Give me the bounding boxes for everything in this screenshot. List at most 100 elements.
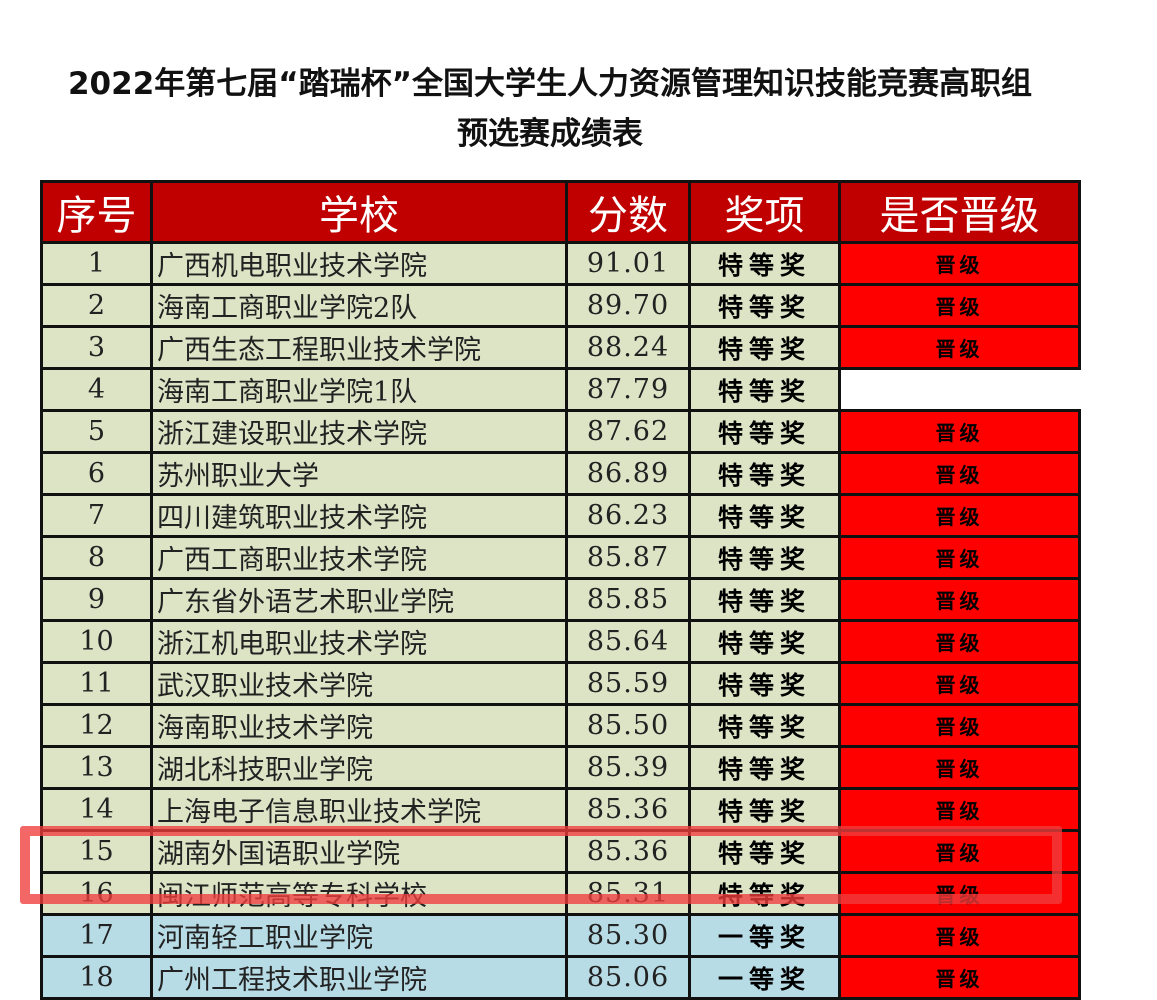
row-number-cell: 8 [40, 535, 153, 580]
score-cell: 86.89 [565, 451, 691, 496]
qualified-status-cell: 晋级 [838, 913, 1081, 958]
score-cell: 85.64 [565, 619, 691, 664]
qualified-status-cell: 晋级 [838, 955, 1081, 1000]
qualified-status-cell: 晋级 [838, 535, 1081, 580]
qualified-status-cell: 晋级 [838, 787, 1081, 832]
qualified-status-cell: 晋级 [838, 871, 1081, 916]
table-row: 6 苏州职业大学 86.89 特等奖 晋级 [40, 451, 1081, 496]
score-cell: 85.36 [565, 787, 691, 832]
score-cell: 87.62 [565, 409, 691, 454]
header-award: 奖项 [688, 180, 841, 244]
qualified-status-cell: 晋级 [838, 619, 1081, 664]
row-number-cell: 18 [40, 955, 153, 1000]
header-score: 分数 [565, 180, 691, 244]
table-row: 9 广东省外语艺术职业学院 85.85 特等奖 晋级 [40, 577, 1081, 622]
school-name-cell: 广州工程技术职业学院 [150, 955, 568, 1000]
table-row: 7 四川建筑职业技术学院 86.23 特等奖 晋级 [40, 493, 1081, 538]
score-cell: 89.70 [565, 283, 691, 328]
qualified-status-cell: 晋级 [838, 703, 1081, 748]
school-name-cell: 河南轻工职业学院 [150, 913, 568, 958]
award-cell: 特等奖 [688, 535, 841, 580]
table-row: 11 武汉职业技术学院 85.59 特等奖 晋级 [40, 661, 1081, 706]
qualified-status-cell: 晋级 [838, 325, 1081, 370]
score-cell: 85.30 [565, 913, 691, 958]
row-number-cell: 7 [40, 493, 153, 538]
qualified-status-cell [838, 368, 1080, 411]
score-cell: 85.50 [565, 703, 691, 748]
school-name-cell: 四川建筑职业技术学院 [150, 493, 568, 538]
award-cell: 特等奖 [688, 703, 841, 748]
page-subtitle: 预选赛成绩表 [457, 116, 643, 152]
row-number-cell: 2 [40, 283, 153, 328]
qualified-status-cell: 晋级 [838, 493, 1081, 538]
table-row: 18 广州工程技术职业学院 85.06 一等奖 晋级 [40, 955, 1081, 1000]
school-name-cell: 闽江师范高等专科学校 [150, 871, 568, 916]
award-cell: 特等奖 [688, 409, 841, 454]
qualified-status-cell: 晋级 [838, 661, 1081, 706]
award-cell: 特等奖 [688, 619, 841, 664]
table-row: 13 湖北科技职业学院 85.39 特等奖 晋级 [40, 745, 1081, 790]
header-row: 序号 学校 分数 奖项 是否晋级 [40, 180, 1081, 244]
qualified-status-cell: 晋级 [838, 829, 1081, 874]
award-cell: 特等奖 [688, 577, 841, 622]
award-cell: 特等奖 [688, 325, 841, 370]
qualified-status-cell: 晋级 [838, 451, 1081, 496]
score-cell: 85.31 [565, 871, 691, 916]
row-number-cell: 16 [40, 871, 153, 916]
qualified-status-cell: 晋级 [838, 745, 1081, 790]
award-cell: 特等奖 [688, 367, 841, 412]
table-row: 12 海南职业技术学院 85.50 特等奖 晋级 [40, 703, 1081, 748]
table-row: 5 浙江建设职业技术学院 87.62 特等奖 晋级 [40, 409, 1081, 454]
award-cell: 特等奖 [688, 451, 841, 496]
row-number-cell: 3 [40, 325, 153, 370]
school-name-cell: 海南职业技术学院 [150, 703, 568, 748]
row-number-cell: 9 [40, 577, 153, 622]
header-qualified: 是否晋级 [838, 180, 1081, 244]
award-cell: 特等奖 [688, 283, 841, 328]
score-cell: 85.85 [565, 577, 691, 622]
row-number-cell: 4 [40, 367, 153, 412]
results-table: 序号 学校 分数 奖项 是否晋级 1 广西机电职业技术学院 91.01 特等奖 晋级 2 海… [40, 180, 1081, 1000]
award-cell: 特等奖 [688, 829, 841, 874]
school-name-cell: 浙江机电职业技术学院 [150, 619, 568, 664]
award-cell: 特等奖 [688, 241, 841, 286]
school-name-cell: 湖北科技职业学院 [150, 745, 568, 790]
row-number-cell: 11 [40, 661, 153, 706]
award-cell: 一等奖 [688, 913, 841, 958]
page-title: 2022年第七届“踏瑞杯”全国大学生人力资源管理知识技能竞赛高职组 [67, 66, 1033, 102]
table-row: 14 上海电子信息职业技术学院 85.36 特等奖 晋级 [40, 787, 1081, 832]
table-row: 3 广西生态工程职业技术学院 88.24 特等奖 晋级 [40, 325, 1081, 370]
table-row: 10 浙江机电职业技术学院 85.64 特等奖 晋级 [40, 619, 1081, 664]
table-row: 2 海南工商职业学院2队 89.70 特等奖 晋级 [40, 283, 1081, 328]
award-cell: 一等奖 [688, 955, 841, 1000]
row-number-cell: 10 [40, 619, 153, 664]
row-number-cell: 13 [40, 745, 153, 790]
table-row: 1 广西机电职业技术学院 91.01 特等奖 晋级 [40, 241, 1081, 286]
header-no: 序号 [40, 180, 153, 244]
award-cell: 特等奖 [688, 745, 841, 790]
table-row: 17 河南轻工职业学院 85.30 一等奖 晋级 [40, 913, 1081, 958]
row-number-cell: 6 [40, 451, 153, 496]
score-cell: 85.59 [565, 661, 691, 706]
school-name-cell: 海南工商职业学院1队 [150, 367, 568, 412]
school-name-cell: 上海电子信息职业技术学院 [150, 787, 568, 832]
row-number-cell: 5 [40, 409, 153, 454]
school-name-cell: 浙江建设职业技术学院 [150, 409, 568, 454]
table-row: 8 广西工商职业技术学院 85.87 特等奖 晋级 [40, 535, 1081, 580]
score-cell: 85.39 [565, 745, 691, 790]
header-school: 学校 [150, 180, 568, 244]
table-row: 16 闽江师范高等专科学校 85.31 特等奖 晋级 [40, 871, 1081, 916]
row-number-cell: 1 [40, 241, 153, 286]
score-cell: 87.79 [565, 367, 691, 412]
award-cell: 特等奖 [688, 871, 841, 916]
school-name-cell: 苏州职业大学 [150, 451, 568, 496]
row-number-cell: 17 [40, 913, 153, 958]
school-name-cell: 武汉职业技术学院 [150, 661, 568, 706]
row-number-cell: 12 [40, 703, 153, 748]
school-name-cell: 广西机电职业技术学院 [150, 241, 568, 286]
score-cell: 91.01 [565, 241, 691, 286]
school-name-cell: 广东省外语艺术职业学院 [150, 577, 568, 622]
award-cell: 特等奖 [688, 661, 841, 706]
award-cell: 特等奖 [688, 787, 841, 832]
table-row: 15 湖南外国语职业学院 85.36 特等奖 晋级 [40, 829, 1081, 874]
